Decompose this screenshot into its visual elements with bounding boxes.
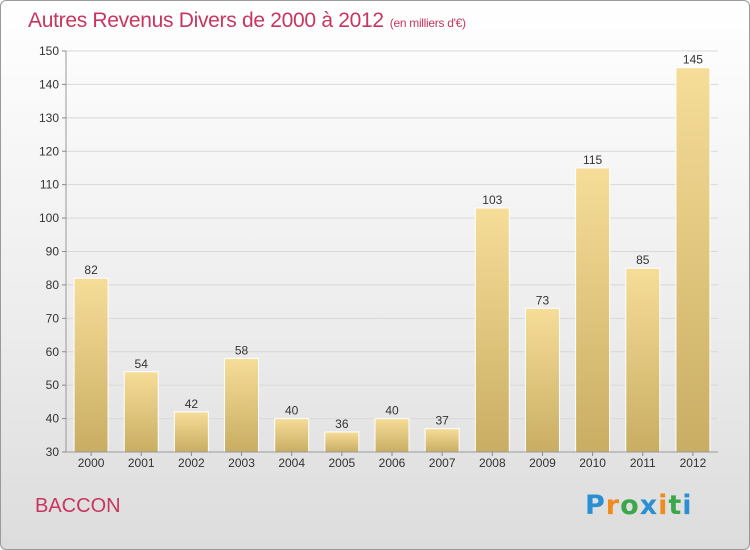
data-label-2008: 103: [482, 193, 502, 207]
y-tick-label: 120: [39, 144, 59, 158]
y-tick-label: 40: [46, 412, 60, 426]
x-tick-label-2004: 2004: [278, 456, 305, 470]
data-label-2011: 85: [636, 253, 650, 267]
grid-lines: [66, 50, 718, 453]
y-tick-label: 140: [39, 77, 59, 91]
x-tick-label-2009: 2009: [529, 456, 556, 470]
city-name: BACCON: [35, 495, 121, 517]
data-label-2009: 73: [536, 293, 550, 307]
proxiti-logo[interactable]: Proxiti: [585, 490, 693, 521]
logo-letter: r: [605, 490, 621, 521]
bar-2005: [324, 431, 360, 453]
bar-2011: [625, 267, 661, 453]
chart-title: Autres Revenus Divers de 2000 à 2012 (en …: [28, 9, 466, 33]
logo-letter: P: [585, 490, 606, 521]
bar-2000: [73, 277, 109, 453]
data-label-2007: 37: [435, 414, 449, 428]
data-label-2003: 58: [235, 343, 249, 357]
bar-2001: [123, 371, 159, 453]
x-tick-label-2002: 2002: [178, 456, 205, 470]
x-tick-label-2006: 2006: [379, 456, 406, 470]
x-tick-label-2007: 2007: [429, 456, 456, 470]
bar-2012: [675, 67, 711, 453]
x-tick-label-2005: 2005: [328, 456, 355, 470]
data-label-2012: 145: [683, 53, 703, 67]
data-label-2004: 40: [285, 404, 299, 418]
x-tick-label-2000: 2000: [78, 456, 105, 470]
y-tick-label: 70: [46, 311, 60, 325]
bar-2002: [173, 411, 209, 453]
logo-letter: i: [658, 490, 669, 521]
data-label-2002: 42: [185, 397, 199, 411]
bar-2006: [374, 418, 410, 453]
data-label-2000: 82: [84, 263, 98, 277]
y-tick-label: 50: [46, 378, 60, 392]
y-tick-label: 130: [39, 111, 59, 125]
bars: 82 54 42 58 40 36 40 37 103 73 115 85 145: [73, 53, 711, 453]
data-label-2005: 36: [335, 417, 349, 431]
bar-2009: [524, 307, 560, 453]
logo-letter: x: [639, 490, 659, 521]
y-tick-label: 100: [39, 211, 59, 225]
y-tick-label: 80: [46, 278, 60, 292]
bar-2010: [575, 167, 611, 453]
bar-2007: [424, 428, 460, 453]
data-label-2001: 54: [135, 357, 149, 371]
y-axis: 30 40 50 60 70 80 90 100 110 120 130 140 150: [39, 44, 67, 459]
bar-2008: [474, 207, 510, 453]
x-tick-label-2008: 2008: [479, 456, 506, 470]
x-axis: 2000 2001 2002 2003 2004 2005 2006 2007 2008 2009…: [66, 451, 718, 470]
logo-letter: o: [620, 490, 640, 521]
y-tick-label: 90: [46, 245, 60, 259]
x-tick-label-2003: 2003: [228, 456, 255, 470]
data-label-2010: 115: [583, 153, 602, 167]
data-label-2006: 40: [385, 404, 399, 418]
x-tick-label-2012: 2012: [680, 456, 707, 470]
logo-letter: t: [668, 490, 683, 521]
logo-letter: i: [682, 490, 693, 521]
x-tick-label-2010: 2010: [579, 456, 606, 470]
bar-2004: [274, 418, 310, 453]
y-tick-label: 30: [46, 445, 60, 459]
x-tick-label-2011: 2011: [630, 456, 656, 470]
x-tick-label-2001: 2001: [128, 456, 155, 470]
chart-title-text: Autres Revenus Divers de 2000 à 2012: [28, 9, 384, 32]
y-tick-label: 60: [46, 345, 60, 359]
y-tick-label: 110: [40, 178, 59, 192]
bar-2003: [224, 357, 260, 453]
chart-subtitle: (en milliers d'€): [389, 16, 466, 30]
y-tick-label: 150: [39, 44, 59, 58]
